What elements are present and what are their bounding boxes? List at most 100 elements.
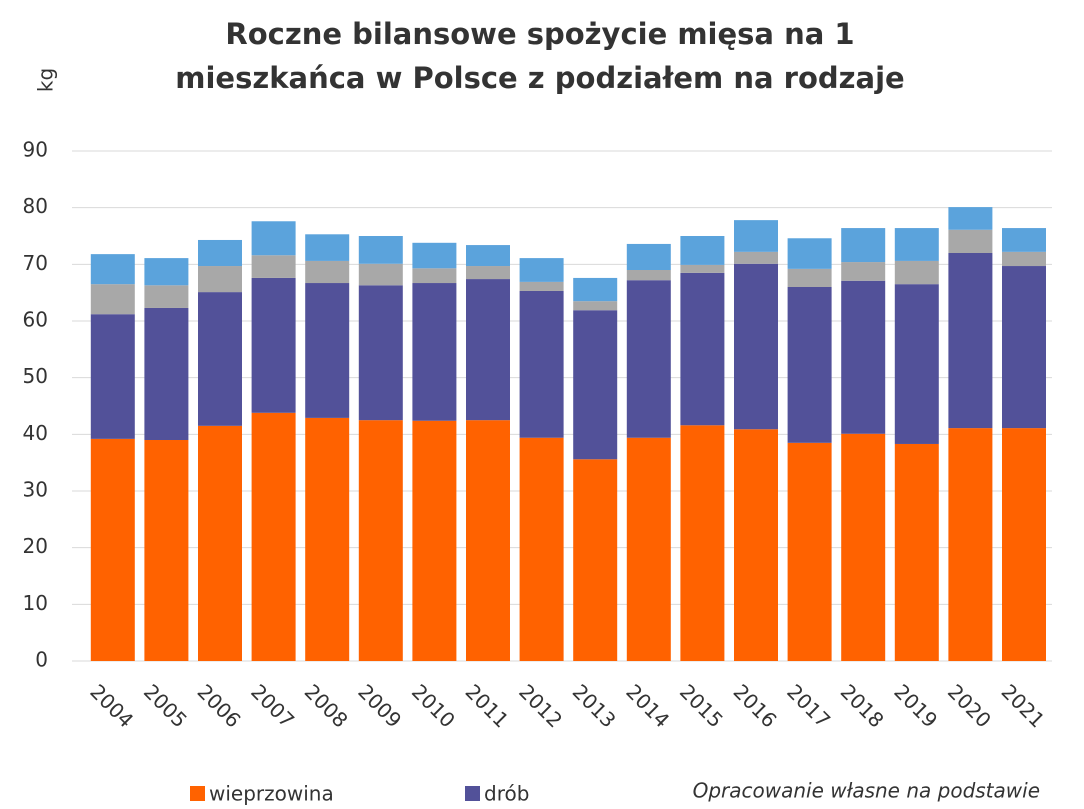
bar-segment bbox=[680, 425, 725, 661]
bar-segment bbox=[90, 254, 135, 285]
bar-segment bbox=[198, 425, 242, 661]
bar-segment bbox=[948, 428, 993, 661]
x-tick-label: 2020 bbox=[943, 679, 996, 732]
bar-segment bbox=[948, 207, 993, 230]
bar-segment bbox=[251, 412, 296, 661]
x-tick-label: 2009 bbox=[353, 679, 406, 732]
bar-segment bbox=[573, 277, 618, 302]
x-tick-label: 2010 bbox=[407, 679, 460, 732]
bar-segment bbox=[305, 417, 350, 661]
x-tick-label: 2014 bbox=[621, 679, 674, 732]
bar-segment bbox=[358, 263, 403, 286]
bar-segment bbox=[787, 238, 832, 269]
x-tick-label: 2005 bbox=[139, 679, 192, 732]
chart-title: Roczne bilansowe spożycie mięsa na 1 bbox=[225, 17, 854, 51]
x-tick-label: 2017 bbox=[782, 679, 835, 732]
bar-segment bbox=[412, 268, 457, 284]
bar-segment bbox=[573, 459, 618, 661]
legend-swatch bbox=[190, 786, 205, 801]
y-tick-label: 30 bbox=[23, 478, 48, 502]
bar-segment bbox=[412, 283, 457, 421]
bar-segment bbox=[1002, 428, 1046, 661]
x-tick-label: 2011 bbox=[461, 679, 514, 732]
y-tick-label: 70 bbox=[23, 251, 48, 275]
x-tick-label: 2015 bbox=[675, 679, 728, 732]
legend-label: drób bbox=[484, 782, 529, 806]
y-tick-label: 80 bbox=[23, 194, 48, 218]
bar-segment bbox=[894, 228, 939, 261]
bar-segment bbox=[626, 243, 671, 270]
bar-segment bbox=[519, 281, 564, 291]
x-tick-label: 2016 bbox=[729, 679, 782, 732]
bar-segment bbox=[626, 280, 671, 438]
bar-segment bbox=[1002, 228, 1046, 252]
bar-segment bbox=[626, 437, 671, 661]
x-tick-label: 2013 bbox=[568, 679, 621, 732]
bar-segment bbox=[787, 287, 832, 443]
chart-title: mieszkańca w Polsce z podziałem na rodza… bbox=[175, 61, 904, 95]
bar-segment bbox=[519, 258, 564, 282]
bar-segment bbox=[841, 228, 886, 263]
bar-segment bbox=[841, 280, 886, 434]
bar-segment bbox=[948, 253, 993, 429]
x-tick-label: 2006 bbox=[193, 679, 246, 732]
y-tick-label: 10 bbox=[23, 591, 48, 615]
y-tick-label: 20 bbox=[23, 534, 48, 558]
y-tick-label: 0 bbox=[35, 648, 48, 672]
bar-segment bbox=[198, 239, 242, 267]
bar-segment bbox=[466, 279, 510, 421]
bar-segment bbox=[251, 221, 296, 256]
x-tick-label: 2019 bbox=[889, 679, 942, 732]
x-tick-label: 2007 bbox=[246, 679, 299, 732]
bar-segment bbox=[787, 442, 832, 661]
bar-segment bbox=[198, 266, 242, 293]
bar-segment bbox=[573, 310, 618, 460]
bar-segment bbox=[466, 266, 510, 280]
bar-segment bbox=[466, 245, 510, 267]
bar-segment bbox=[894, 284, 939, 444]
bar-segment bbox=[198, 292, 242, 426]
bar-segment bbox=[412, 242, 457, 269]
bar-segment bbox=[680, 272, 725, 426]
bar-segment bbox=[144, 440, 189, 661]
bar-segment bbox=[1002, 266, 1046, 429]
bar-segment bbox=[144, 258, 189, 286]
bar-segment bbox=[305, 260, 350, 284]
y-axis-label: kg bbox=[34, 68, 58, 92]
y-tick-label: 50 bbox=[23, 364, 48, 388]
bar-segment bbox=[305, 234, 350, 261]
bar-segment bbox=[519, 290, 564, 438]
bar-segment bbox=[90, 438, 135, 661]
y-tick-label: 90 bbox=[23, 138, 48, 162]
bar-segment bbox=[734, 429, 778, 661]
bar-segment bbox=[948, 229, 993, 253]
bar-segment bbox=[412, 420, 457, 661]
bar-segment bbox=[358, 236, 403, 264]
bar-segment bbox=[841, 262, 886, 281]
bar-segment bbox=[734, 251, 778, 264]
x-tick-label: 2008 bbox=[300, 679, 353, 732]
bar-segment bbox=[90, 284, 135, 315]
bar-segment bbox=[144, 307, 189, 440]
bar-segment bbox=[894, 443, 939, 661]
bar-segment bbox=[626, 270, 671, 281]
bar-segment bbox=[1002, 251, 1046, 267]
bar-segment bbox=[894, 260, 939, 285]
bar-segment bbox=[734, 263, 778, 430]
bar-segment bbox=[841, 433, 886, 661]
y-tick-label: 60 bbox=[23, 308, 48, 332]
bar-segment bbox=[251, 277, 296, 413]
bar-segment bbox=[358, 285, 403, 421]
bar-segment bbox=[680, 236, 725, 265]
bar-segment bbox=[787, 268, 832, 287]
bar-segment bbox=[519, 437, 564, 661]
x-tick-label: 2018 bbox=[836, 679, 889, 732]
source-note: Opracowanie własne na podstawie bbox=[693, 779, 1040, 803]
bar-segment bbox=[734, 220, 778, 252]
bar-segment bbox=[144, 285, 189, 308]
bar-segment bbox=[305, 283, 350, 418]
legend-swatch bbox=[465, 786, 480, 801]
bar-segment bbox=[573, 301, 618, 311]
x-tick-label: 2021 bbox=[997, 679, 1050, 732]
